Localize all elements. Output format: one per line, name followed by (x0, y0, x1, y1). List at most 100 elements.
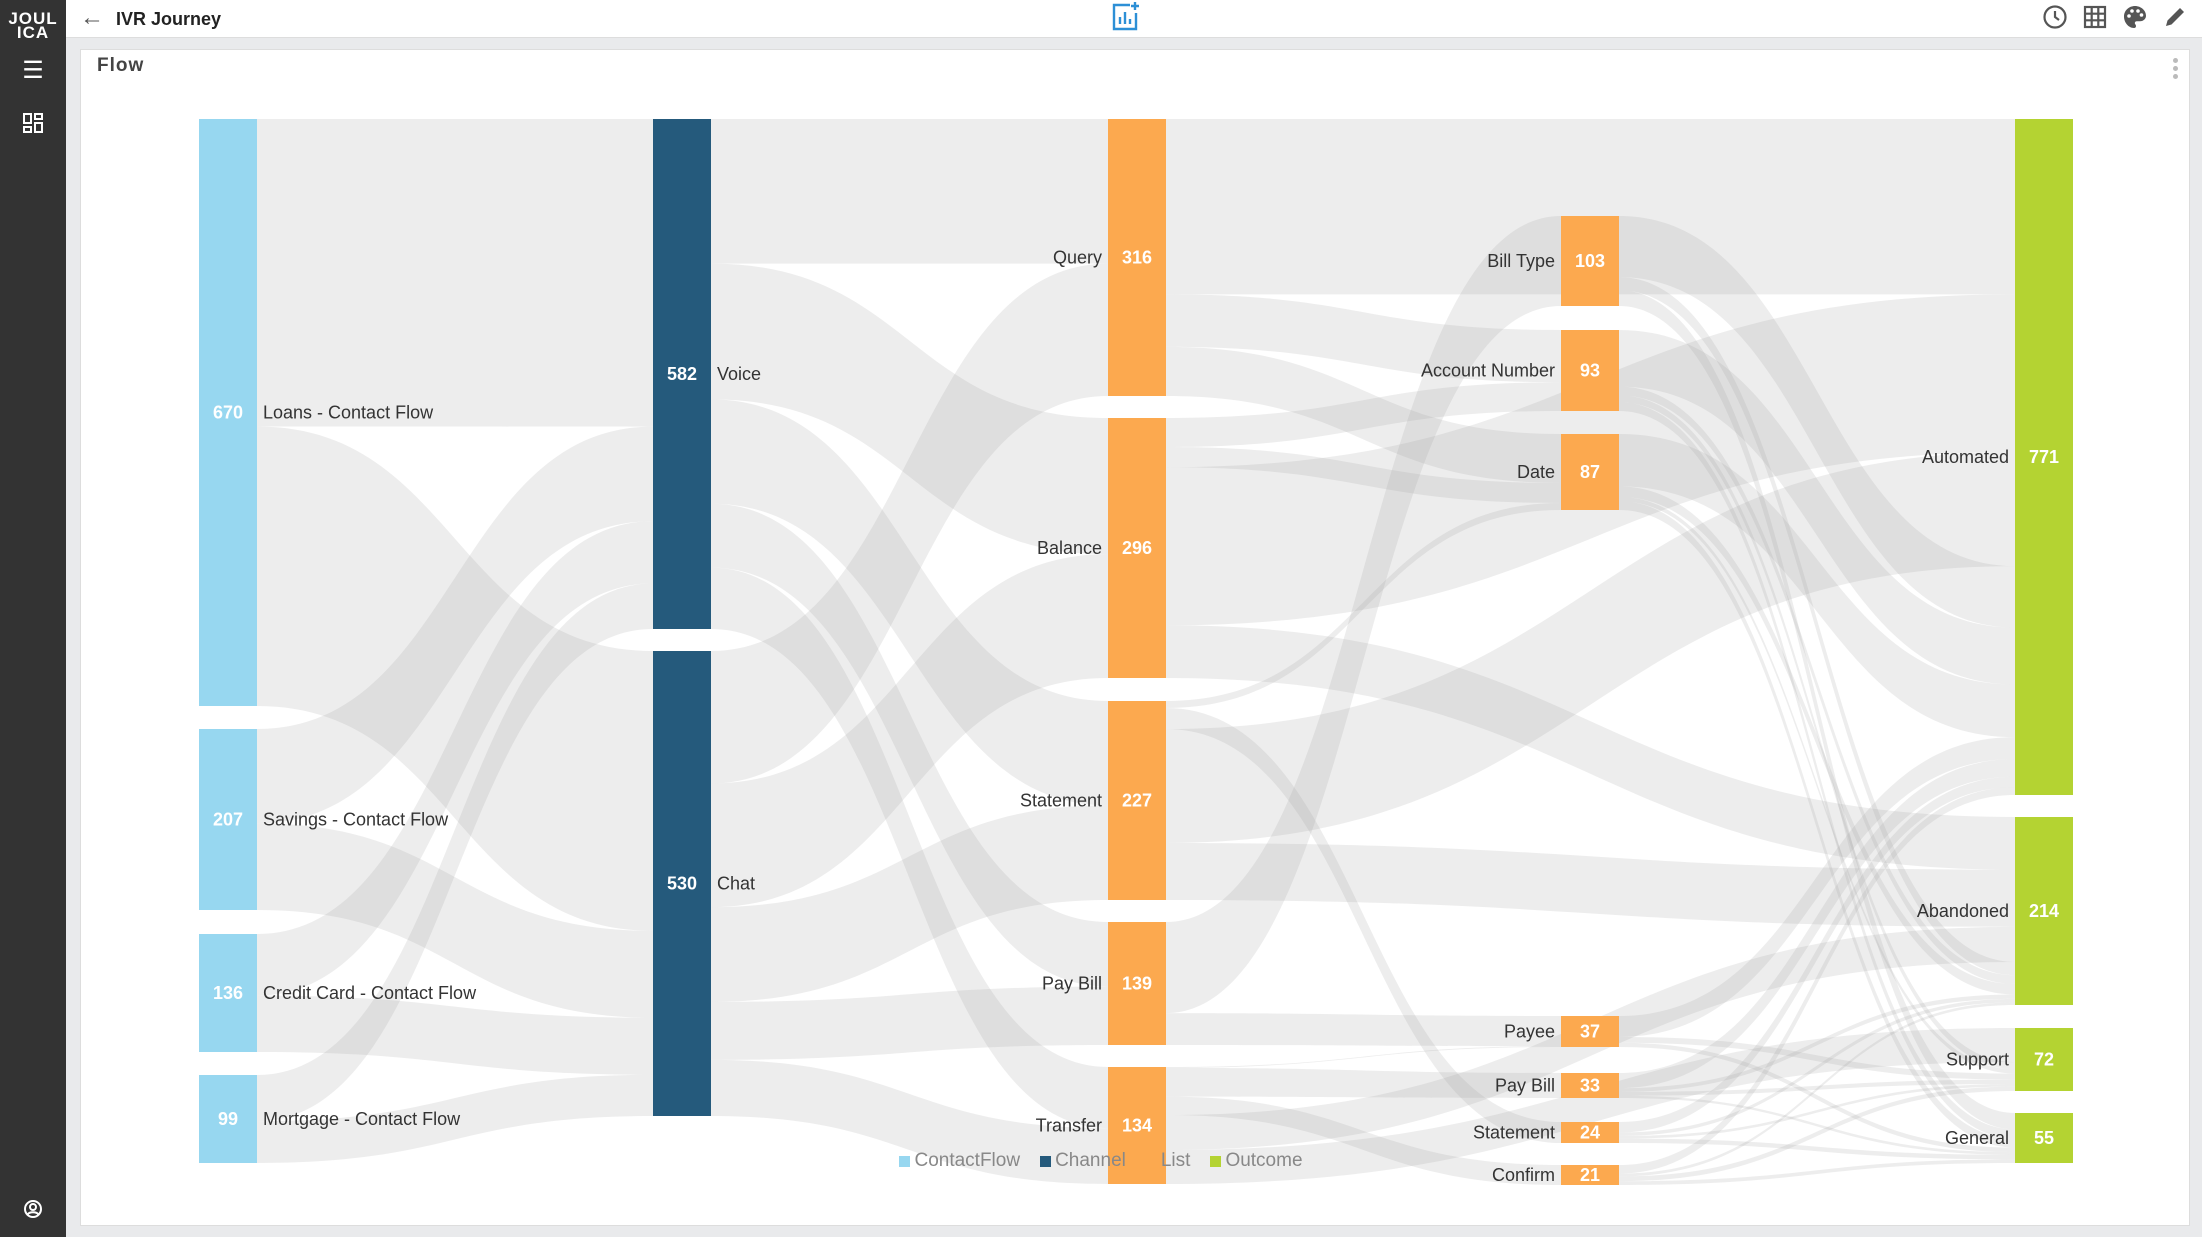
legend-item-contactflow[interactable]: ContactFlow (899, 1150, 1020, 1172)
link-date-automated[interactable] (1619, 434, 2015, 738)
joulica-logo[interactable]: JOUL ICA (8, 9, 58, 42)
link-billtype-abandoned[interactable] (1619, 277, 2015, 976)
link-savings-chat[interactable] (257, 823, 653, 1018)
add-chart-icon[interactable] (1108, 0, 1142, 34)
link-accnum-abandoned[interactable] (1619, 386, 2015, 984)
clock-icon[interactable] (2042, 4, 2068, 30)
link-transfer-support[interactable] (1166, 1028, 2015, 1184)
link-voice-balance[interactable] (711, 263, 1108, 555)
link-confirm-abandoned[interactable] (1619, 1002, 2015, 1177)
legend-item-outcome[interactable]: Outcome (1210, 1150, 1303, 1172)
link-date-support[interactable] (1619, 496, 2015, 1074)
link-transfer-payee[interactable] (1166, 1046, 1561, 1068)
link-mortgage-chat[interactable] (257, 1074, 653, 1163)
link-statement2-automated[interactable] (1619, 776, 2015, 1133)
menu-icon[interactable]: ☰ (22, 57, 44, 84)
link-query-accnum[interactable] (1166, 294, 1561, 383)
node-mortgage[interactable] (199, 1075, 257, 1163)
link-chat-paybill[interactable] (711, 986, 1108, 1060)
link-balance-date[interactable] (1166, 446, 1561, 504)
node-statement[interactable] (1108, 701, 1166, 900)
link-voice-transfer[interactable] (711, 567, 1108, 1129)
link-statement2-abandoned[interactable] (1619, 998, 2015, 1136)
node-loans[interactable] (199, 119, 257, 706)
link-paybill2-automated[interactable] (1619, 759, 2015, 1089)
legend-label: ContactFlow (914, 1150, 1021, 1171)
link-paybill-billtype[interactable] (1166, 216, 1561, 1014)
legend-item-channel[interactable]: Channel (1040, 1150, 1126, 1172)
node-name-label: Voice (717, 364, 761, 384)
node-automated[interactable] (2015, 119, 2073, 795)
more-options-icon[interactable] (2173, 58, 2179, 82)
link-confirm-automated[interactable] (1619, 787, 2015, 1174)
node-credit[interactable] (199, 934, 257, 1052)
node-billtype[interactable] (1561, 216, 1619, 306)
node-confirm[interactable] (1561, 1165, 1619, 1185)
link-voice-statement[interactable] (711, 399, 1108, 806)
link-query-date[interactable] (1166, 346, 1561, 483)
grid-icon[interactable] (2082, 4, 2108, 30)
link-accnum-general[interactable] (1619, 402, 2015, 1139)
link-balance-accnum[interactable] (1166, 382, 1561, 447)
node-statement2[interactable] (1561, 1122, 1619, 1143)
link-billtype-automated[interactable] (1619, 216, 2015, 628)
link-accnum-support[interactable] (1619, 395, 2015, 1070)
link-statement-date[interactable] (1166, 503, 1561, 709)
node-paybill[interactable] (1108, 922, 1166, 1045)
link-chat-transfer[interactable] (711, 1059, 1108, 1184)
link-transfer-paybill2[interactable] (1166, 1067, 1561, 1098)
link-voice-query[interactable] (711, 119, 1108, 264)
node-savings[interactable] (199, 729, 257, 910)
link-mortgage-voice[interactable] (257, 583, 653, 1122)
node-support[interactable] (2015, 1028, 2073, 1091)
palette-icon[interactable] (2122, 4, 2148, 30)
legend-item-list[interactable]: List (1145, 1150, 1190, 1172)
node-date[interactable] (1561, 434, 1619, 510)
link-statement-statement2[interactable] (1166, 708, 1561, 1143)
node-chat[interactable] (653, 651, 711, 1116)
node-value-label: 296 (1122, 538, 1152, 558)
node-query[interactable] (1108, 119, 1166, 396)
link-confirm-support[interactable] (1619, 1086, 2015, 1182)
node-accnum[interactable] (1561, 330, 1619, 411)
link-paybill2-support[interactable] (1619, 1079, 2015, 1096)
link-confirm-general[interactable] (1619, 1159, 2015, 1185)
link-date-abandoned[interactable] (1619, 486, 2015, 995)
link-loans-voice[interactable] (257, 119, 653, 427)
link-loans-chat[interactable] (257, 426, 653, 931)
node-voice[interactable] (653, 119, 711, 629)
node-balance[interactable] (1108, 418, 1166, 678)
link-paybill2-abandoned[interactable] (1619, 994, 2015, 1092)
link-date-general[interactable] (1619, 501, 2015, 1148)
node-general[interactable] (2015, 1113, 2073, 1163)
link-accnum-automated[interactable] (1619, 330, 2015, 685)
link-chat-balance[interactable] (711, 554, 1108, 908)
node-paybill2[interactable] (1561, 1073, 1619, 1098)
link-query-automated[interactable] (1166, 119, 2015, 295)
link-credit-voice[interactable] (257, 521, 653, 996)
user-account-icon[interactable] (0, 1198, 66, 1226)
link-statement2-general[interactable] (1619, 1138, 2015, 1160)
pencil-icon[interactable] (2162, 4, 2188, 30)
node-value-label: 139 (1122, 974, 1152, 994)
dashboard-icon[interactable] (0, 112, 66, 141)
link-paybill-payee[interactable] (1166, 1013, 1561, 1047)
back-arrow-icon[interactable]: ← (80, 4, 104, 31)
link-chat-query[interactable] (711, 263, 1108, 784)
link-statement2-support[interactable] (1619, 1084, 2015, 1139)
link-credit-chat[interactable] (257, 995, 653, 1075)
link-payee-general[interactable] (1619, 1042, 2015, 1153)
link-statement-abandoned[interactable] (1166, 843, 2015, 927)
link-payee-support[interactable] (1619, 1036, 2015, 1080)
link-savings-voice[interactable] (257, 426, 653, 824)
link-payee-automated[interactable] (1619, 737, 2015, 1037)
node-payee[interactable] (1561, 1016, 1619, 1047)
link-transfer-confirm[interactable] (1166, 1096, 1561, 1185)
link-paybill2-general[interactable] (1619, 1095, 2015, 1155)
node-abandoned[interactable] (2015, 817, 2073, 1005)
link-balance-abandoned[interactable] (1166, 625, 2015, 870)
link-chat-statement[interactable] (711, 805, 1108, 1002)
link-statement-automated[interactable] (1166, 452, 2015, 844)
link-voice-paybill[interactable] (711, 503, 1108, 987)
link-billtype-general[interactable] (1619, 290, 2015, 1130)
